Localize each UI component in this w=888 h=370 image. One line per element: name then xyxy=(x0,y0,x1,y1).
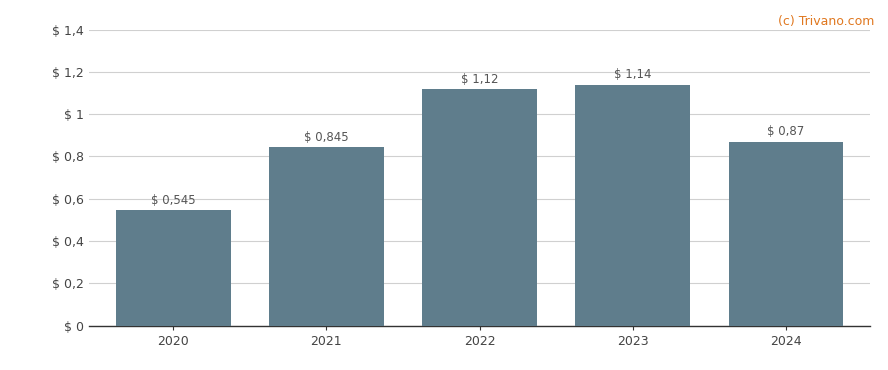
Bar xyxy=(422,89,537,326)
Text: $ 0,845: $ 0,845 xyxy=(304,131,349,144)
Bar xyxy=(115,211,231,326)
Bar xyxy=(269,147,384,326)
Text: $ 0,545: $ 0,545 xyxy=(151,194,195,207)
Text: (c) Trivano.com: (c) Trivano.com xyxy=(778,15,875,28)
Text: $ 1,12: $ 1,12 xyxy=(461,73,498,85)
Text: $ 0,87: $ 0,87 xyxy=(767,125,805,138)
Bar xyxy=(575,85,690,326)
Bar xyxy=(728,142,844,326)
Text: $ 1,14: $ 1,14 xyxy=(614,68,652,81)
